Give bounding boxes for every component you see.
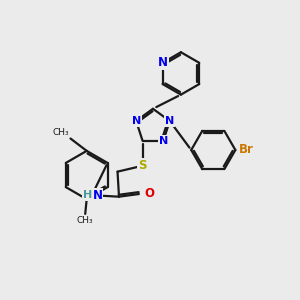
Text: H: H	[83, 190, 92, 200]
Text: N: N	[165, 116, 174, 126]
Text: S: S	[138, 159, 147, 172]
Text: N: N	[159, 136, 168, 146]
Text: N: N	[158, 56, 168, 69]
Text: CH₃: CH₃	[77, 216, 94, 225]
Text: N: N	[131, 116, 141, 126]
Text: CH₃: CH₃	[52, 128, 69, 137]
Text: O: O	[145, 187, 154, 200]
Text: Br: Br	[239, 143, 254, 157]
Text: N: N	[92, 189, 103, 202]
